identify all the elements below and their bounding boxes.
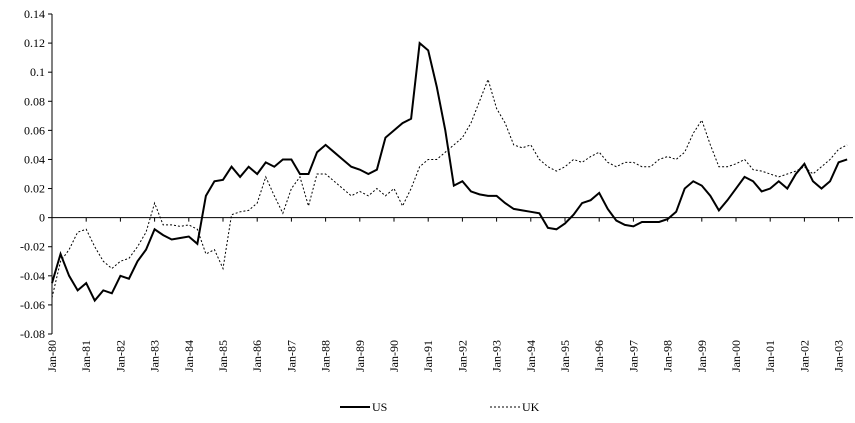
y-tick-label: -0.06 — [20, 298, 45, 312]
x-tick-label: Jan-96 — [592, 340, 606, 372]
x-tick-label: Jan-80 — [45, 340, 59, 372]
y-tick-label: 0.14 — [24, 7, 45, 21]
line-series — [51, 77, 848, 298]
y-tick-label: 0.12 — [24, 36, 45, 50]
y-tick-label: 0.06 — [24, 123, 45, 137]
x-tick-label: Jan-99 — [695, 340, 709, 372]
y-tick-label: -0.02 — [20, 240, 45, 254]
line-series — [51, 41, 848, 303]
x-tick-label: Jan-88 — [319, 340, 333, 372]
x-tick-label: Jan-03 — [832, 340, 846, 372]
y-tick-label: 0.08 — [24, 94, 45, 108]
x-tick-label: Jan-95 — [558, 340, 572, 372]
x-tick-label: Jan-97 — [626, 340, 640, 372]
x-tick-label: Jan-98 — [661, 340, 675, 372]
x-tick-label: Jan-82 — [113, 340, 127, 372]
x-tick-label: Jan-01 — [763, 340, 777, 372]
y-tick-label: 0.1 — [30, 65, 45, 79]
legend-label: US — [372, 400, 387, 414]
x-tick-label: Jan-00 — [729, 340, 743, 372]
x-tick-label: Jan-86 — [250, 340, 264, 372]
x-tick-label: Jan-85 — [216, 340, 230, 372]
x-tick-label: Jan-84 — [182, 340, 196, 372]
x-tick-label: Jan-94 — [524, 340, 538, 372]
x-tick-label: Jan-02 — [797, 340, 811, 372]
x-tick-label: Jan-89 — [353, 340, 367, 372]
x-tick-label: Jan-81 — [79, 340, 93, 372]
x-tick-label: Jan-83 — [148, 340, 162, 372]
x-tick-label: Jan-87 — [284, 340, 298, 372]
x-tick-label: Jan-90 — [387, 340, 401, 372]
y-tick-label: 0.02 — [24, 182, 45, 196]
x-tick-label: Jan-93 — [490, 340, 504, 372]
y-tick-label: 0.04 — [24, 152, 45, 166]
legend-label: UK — [522, 400, 540, 414]
y-tick-label: -0.04 — [20, 269, 45, 283]
x-tick-label: Jan-92 — [455, 340, 469, 372]
x-tick-label: Jan-91 — [421, 340, 435, 372]
y-tick-label: 0 — [39, 211, 45, 225]
y-tick-label: -0.08 — [20, 327, 45, 341]
